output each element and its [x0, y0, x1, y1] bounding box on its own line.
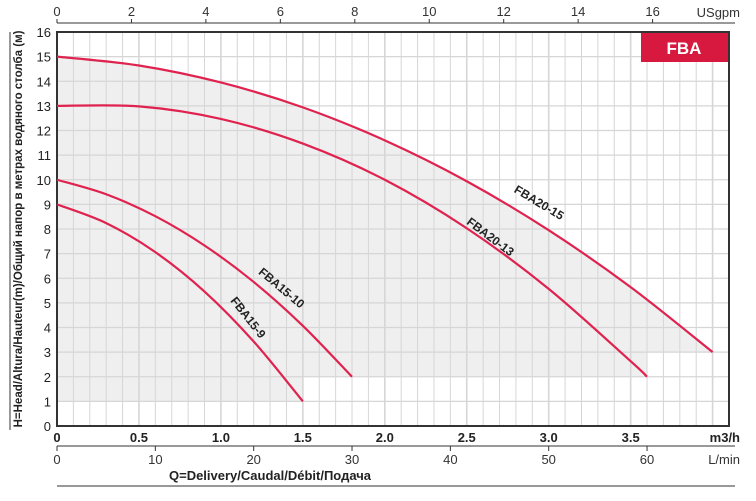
badge-label: FBA — [667, 39, 702, 58]
plot-frame — [56, 31, 730, 427]
x-tick-label-lmin: 50 — [541, 452, 555, 467]
x-tick-label-m3h: 2.5 — [458, 430, 476, 445]
y-tick-label: 1 — [44, 394, 51, 409]
y-tick-label: 4 — [44, 321, 51, 336]
y-tick-label: 9 — [44, 197, 51, 212]
x-tick-label-lmin: 30 — [345, 452, 359, 467]
x-tick-label-m3h: 1.0 — [212, 430, 230, 445]
y-tick-label: 10 — [37, 173, 51, 188]
x-tick-label-m3h: 2.0 — [376, 430, 394, 445]
x-tick-label-m3h: 3.0 — [540, 430, 558, 445]
x-tick-label-usgpm: 2 — [128, 4, 135, 19]
x-unit-primary: m3/h — [710, 430, 740, 445]
badge-box — [641, 33, 728, 62]
y-tick-label: 3 — [44, 345, 51, 360]
x-tick-label-usgpm: 8 — [351, 4, 358, 19]
y-axis-title: H=Head/Altura/Hauteur(m)/Общий напор в м… — [13, 30, 25, 427]
curve-fba15-9 — [56, 203, 304, 403]
y-tick-label: 12 — [37, 124, 51, 139]
x-tick-label-m3h: 0.5 — [130, 430, 148, 445]
y-tick-label: 11 — [38, 148, 52, 163]
badge: FBA — [641, 33, 728, 62]
curve-fba20-15 — [56, 55, 714, 353]
curve-fba15-10 — [56, 178, 353, 378]
x-tick-label-m3h: 0 — [53, 430, 60, 445]
y-tick-label: 13 — [37, 99, 51, 114]
x-tick-label-usgpm: 10 — [422, 4, 436, 19]
x-tick-label-usgpm: 12 — [496, 4, 510, 19]
x-tick-label-usgpm: 4 — [202, 4, 209, 19]
x-tick-label-lmin: 10 — [148, 452, 162, 467]
x-tick-label-lmin: 20 — [246, 452, 260, 467]
y-tick-label: 16 — [37, 25, 51, 40]
x-tick-label-usgpm: 14 — [571, 4, 585, 19]
x-tick-label-lmin: 60 — [640, 452, 654, 467]
y-tick-label: 0 — [44, 419, 51, 434]
y-tick-label: 7 — [44, 247, 51, 262]
x-tick-label-usgpm: 16 — [645, 4, 659, 19]
x-axis-title: Q=Delivery/Caudal/Débit/Подача — [169, 468, 372, 483]
y-tick-label: 14 — [37, 74, 51, 89]
y-tick-label: 2 — [44, 370, 51, 385]
y-tick-label: 8 — [44, 222, 51, 237]
x-tick-label-lmin: 0 — [53, 452, 60, 467]
y-tick-label: 15 — [37, 50, 51, 65]
x-tick-label-m3h: 3.5 — [622, 430, 640, 445]
x-tick-label-m3h: 1.5 — [294, 430, 312, 445]
x-tick-label-usgpm: 6 — [277, 4, 284, 19]
x-tick-label-usgpm: 0 — [53, 4, 60, 19]
x-unit-top: USgpm — [697, 5, 740, 20]
x-tick-label-lmin: 40 — [443, 452, 457, 467]
x-unit-secondary: L/min — [708, 452, 740, 467]
curve-fba20-13 — [56, 104, 648, 378]
y-tick-label: 5 — [44, 296, 51, 311]
y-tick-label: 6 — [44, 271, 51, 286]
